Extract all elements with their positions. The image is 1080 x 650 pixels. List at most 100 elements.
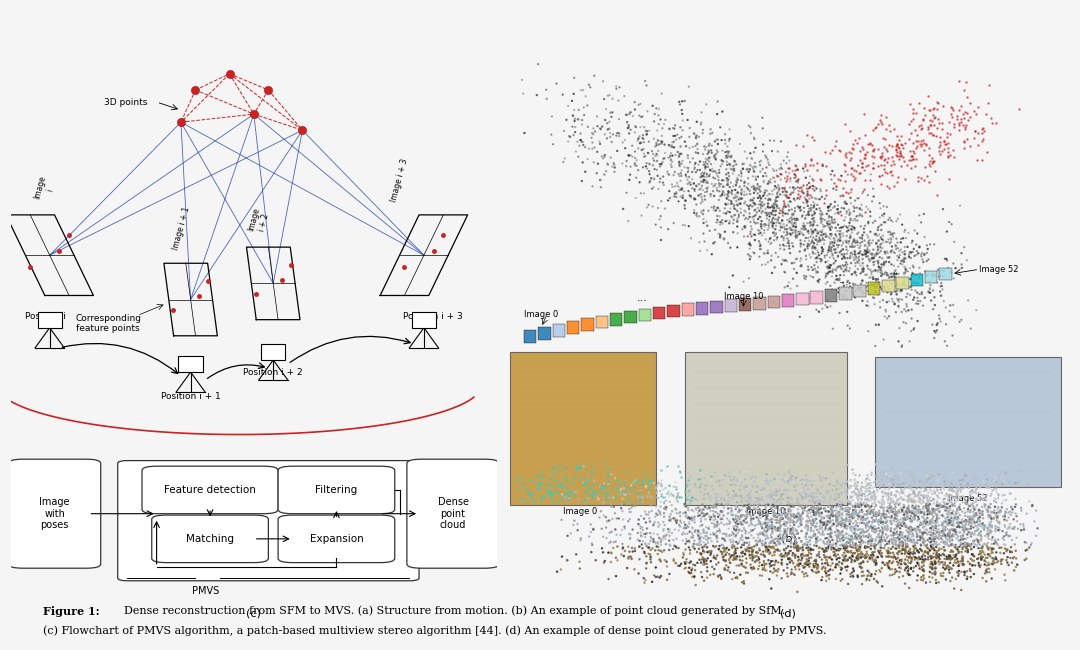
Point [585,475,603,486]
Point [612,549,630,560]
Point [959,544,976,554]
Point [728,514,745,525]
Point [820,552,837,563]
Point [835,252,852,262]
Point [797,540,814,550]
Point [901,482,918,493]
Point [806,185,823,196]
Point [715,551,732,562]
Point [915,523,932,533]
Point [833,519,850,529]
Point [989,504,1007,514]
Point [602,107,619,118]
Point [880,562,897,573]
Point [888,498,905,508]
Point [829,220,847,230]
Point [910,506,928,517]
Point [1001,477,1018,488]
Point [936,517,954,527]
Point [751,226,768,236]
Point [876,480,893,491]
Point [788,497,806,508]
Point [780,192,797,203]
Point [985,538,1002,549]
Point [673,171,690,181]
Point [968,488,985,499]
Point [775,219,793,229]
Point [728,520,745,530]
Point [859,139,876,150]
Point [850,511,867,521]
Point [768,170,785,181]
Point [759,511,777,521]
Point [883,152,901,162]
Point [824,266,841,276]
Point [1029,523,1047,534]
Point [663,179,680,190]
Point [862,489,879,499]
Point [617,135,634,145]
Point [856,174,874,185]
Point [656,139,673,150]
Point [869,119,887,129]
Point [742,221,759,231]
Point [958,108,975,118]
Point [784,525,801,535]
Point [754,485,771,495]
Point [914,575,931,586]
Point [1016,555,1034,566]
Point [762,556,780,566]
Point [630,528,647,538]
Point [854,549,872,559]
Point [775,486,793,496]
Point [808,305,825,315]
Point [692,119,710,129]
Point [648,103,665,113]
Point [829,528,847,538]
Point [781,534,798,545]
Point [840,547,858,557]
Point [785,499,802,509]
Point [683,567,700,578]
Point [940,174,957,184]
Point [922,541,940,551]
Point [780,202,797,212]
Point [693,520,711,530]
Point [881,479,899,489]
Point [732,518,750,528]
Point [667,517,685,528]
Point [824,507,841,517]
Point [866,539,883,549]
Point [861,523,878,534]
Point [826,248,843,258]
Point [730,170,747,181]
Point [729,528,746,538]
Point [875,532,892,542]
Point [770,534,787,545]
Point [690,190,707,201]
Point [963,528,981,538]
Point [773,477,791,488]
Point [822,528,839,538]
Point [726,155,743,166]
Point [714,190,731,200]
Point [1004,553,1022,564]
Point [765,567,782,578]
Point [959,525,976,535]
Point [694,171,712,181]
Point [699,177,716,188]
Point [901,552,918,562]
Point [662,150,679,161]
Point [808,266,825,276]
Point [875,235,892,245]
Point [953,116,970,127]
Point [913,532,930,542]
Point [738,545,755,556]
Point [658,529,675,539]
Point [744,550,761,560]
Point [806,510,823,520]
Point [671,161,688,172]
Point [720,554,738,565]
Point [710,544,727,554]
Point [677,141,694,151]
